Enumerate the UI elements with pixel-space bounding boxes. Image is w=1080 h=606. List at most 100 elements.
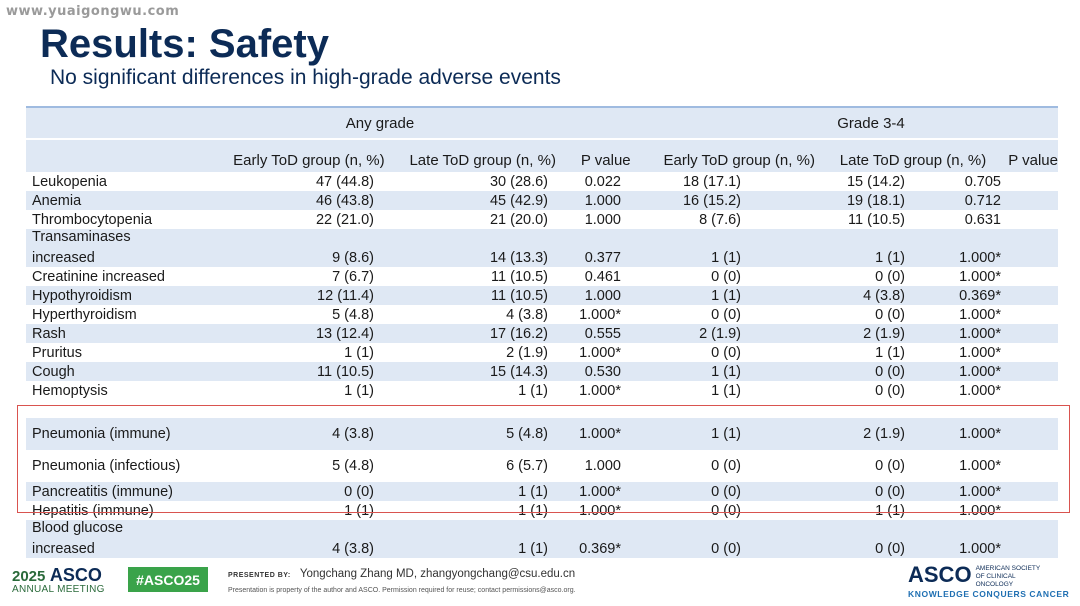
row-label-line: Rash [32, 325, 66, 342]
column-header: Early ToD group (n, %) [233, 152, 385, 169]
row-label-line: Pruritus [32, 344, 82, 361]
table-cell: 1 (1) [711, 287, 741, 304]
row-label-line: Blood glucose [32, 520, 124, 536]
row-label-line: Pneumonia (infectious) [32, 458, 181, 474]
column-header: Late ToD group (n, %) [839, 152, 987, 169]
column-header: Late ToD group (n, %) [409, 152, 556, 169]
table-cell: 1.000* [959, 382, 1001, 399]
table-cell: 0 (0) [875, 458, 905, 474]
table-cell: 1.000 [584, 192, 621, 209]
table-row: Leukopenia 47 (44.8) 30 (28.6) 0.022 18 (17.… [26, 172, 1058, 191]
table-cell: 0 (0) [711, 458, 741, 474]
annual-meeting-text: ANNUAL MEETING [12, 584, 105, 595]
row-label: Pneumonia (immune) [26, 426, 206, 442]
table-cell: 0 (0) [875, 382, 905, 399]
table-cell: 1.000* [959, 268, 1001, 285]
table-cell: 0.369* [579, 541, 621, 557]
slide-title: Results: Safety [40, 22, 329, 66]
row-label-line: increased [32, 541, 95, 557]
row-label-line: Hyperthyroidism [32, 306, 137, 323]
row-label: Cough [26, 364, 206, 380]
table-cell: 11 (10.5) [317, 363, 374, 380]
table-cell: 1 (1) [711, 382, 741, 399]
row-label: Anemia [26, 193, 206, 209]
row-label-line: Pneumonia (immune) [32, 426, 171, 442]
table-cell: 1 (1) [711, 363, 741, 380]
table-cell: 1 (1) [518, 382, 548, 399]
table-cell: 1 (1) [711, 250, 741, 266]
asco-tagline: KNOWLEDGE CONQUERS CANCER [908, 589, 1070, 599]
row-label: Leukopenia [26, 174, 206, 190]
row-label-line: increased [32, 250, 95, 266]
table-cell: 17 (16.2) [489, 325, 548, 342]
table-cell: 1.000 [584, 458, 621, 474]
table-cell: 46 (43.8) [315, 192, 374, 209]
table-cell: 0 (0) [875, 363, 905, 380]
table-cell: 1.000* [959, 363, 1001, 380]
column-header-row: Early ToD group (n, %) Late ToD group (n… [26, 138, 1058, 172]
table-cell: 0.530 [584, 363, 621, 380]
table-cell: 1.000* [579, 344, 621, 361]
group-header-row: Any grade Grade 3-4 [26, 106, 1058, 138]
table-cell: 1.000* [959, 325, 1001, 342]
row-label-line: Hemoptysis [32, 382, 108, 399]
table-cell: 1.000* [579, 502, 621, 519]
asco-logo: ASCO AMERICAN SOCIETY OF CLINICAL ONCOLOG… [908, 562, 1069, 599]
table-row: Blood glucose increased 4 (3.8) 1 (1) 0.369*… [26, 520, 1058, 558]
table-cell: 4 (3.8) [506, 306, 548, 323]
table-cell: 2 (1.9) [699, 325, 741, 342]
table-cell: 0.555 [584, 325, 621, 342]
column-header: P value [580, 152, 631, 169]
table-cell: 0.712 [964, 192, 1001, 209]
table-cell: 1 (1) [711, 426, 741, 442]
table-cell: 0.631 [964, 211, 1001, 228]
table-cell: 2 (1.9) [863, 325, 905, 342]
table-cell: 0 (0) [711, 344, 741, 361]
table-cell: 0.022 [584, 173, 621, 190]
table-cell: 0 (0) [711, 502, 741, 519]
table-cell: 0.705 [964, 173, 1001, 190]
table-cell: 0.377 [584, 250, 621, 266]
table-cell: 1 (1) [875, 344, 905, 361]
table-cell: 0 (0) [711, 541, 741, 557]
table-cell: 1.000* [959, 250, 1001, 266]
table-row: Hemoptysis 1 (1) 1 (1) 1.000* 1 (1) 0 (0) 1.00… [26, 381, 1058, 400]
meeting-year: 2025 [12, 568, 46, 585]
table-cell: 9 (8.6) [332, 250, 374, 266]
row-label-line: Transaminases [32, 229, 131, 245]
row-gap [26, 400, 1058, 418]
table-cell: 1 (1) [518, 502, 548, 519]
row-label: Pruritus [26, 345, 206, 361]
row-label: Pancreatitis (immune) [26, 484, 206, 500]
row-label-line: Creatinine increased [32, 268, 165, 285]
table-cell: 11 (10.5) [848, 211, 905, 228]
table-cell: 11 (10.5) [491, 268, 548, 285]
table-cell: 1.000* [579, 483, 621, 500]
table-cell: 13 (12.4) [315, 325, 374, 342]
table-cell: 1 (1) [344, 344, 374, 361]
table-cell: 19 (18.1) [846, 192, 905, 209]
row-label: Blood glucose increased [26, 520, 206, 557]
row-label: Creatinine increased [26, 269, 206, 285]
group-header-grade-3-4: Grade 3-4 [837, 114, 905, 132]
column-header: P value [1008, 152, 1058, 169]
table-row: Hypothyroidism 12 (11.4) 11 (10.5) 1.000 1 (… [26, 286, 1058, 305]
table-cell: 5 (4.8) [506, 426, 548, 442]
slide-subtitle: No significant differences in high-grade… [50, 66, 561, 89]
row-label: Thrombocytopenia [26, 212, 206, 228]
row-label: Rash [26, 326, 206, 342]
table-cell: 15 (14.2) [846, 173, 905, 190]
table-cell: 11 (10.5) [491, 287, 548, 304]
table-cell: 5 (4.8) [332, 306, 374, 323]
table-cell: 1.000* [959, 458, 1001, 474]
table-cell: 0 (0) [711, 483, 741, 500]
row-label: Hyperthyroidism [26, 307, 206, 323]
watermark: www.yuaigongwu.com [6, 4, 180, 19]
table-cell: 4 (3.8) [863, 287, 905, 304]
table-cell: 6 (5.7) [506, 458, 548, 474]
presenter-line: PRESENTED BY: Yongchang Zhang MD, zhangy… [228, 568, 575, 580]
table-cell: 1.000* [579, 426, 621, 442]
row-label-line: Thrombocytopenia [32, 211, 153, 228]
row-label-line: Anemia [32, 192, 82, 209]
table-cell: 0 (0) [875, 268, 905, 285]
